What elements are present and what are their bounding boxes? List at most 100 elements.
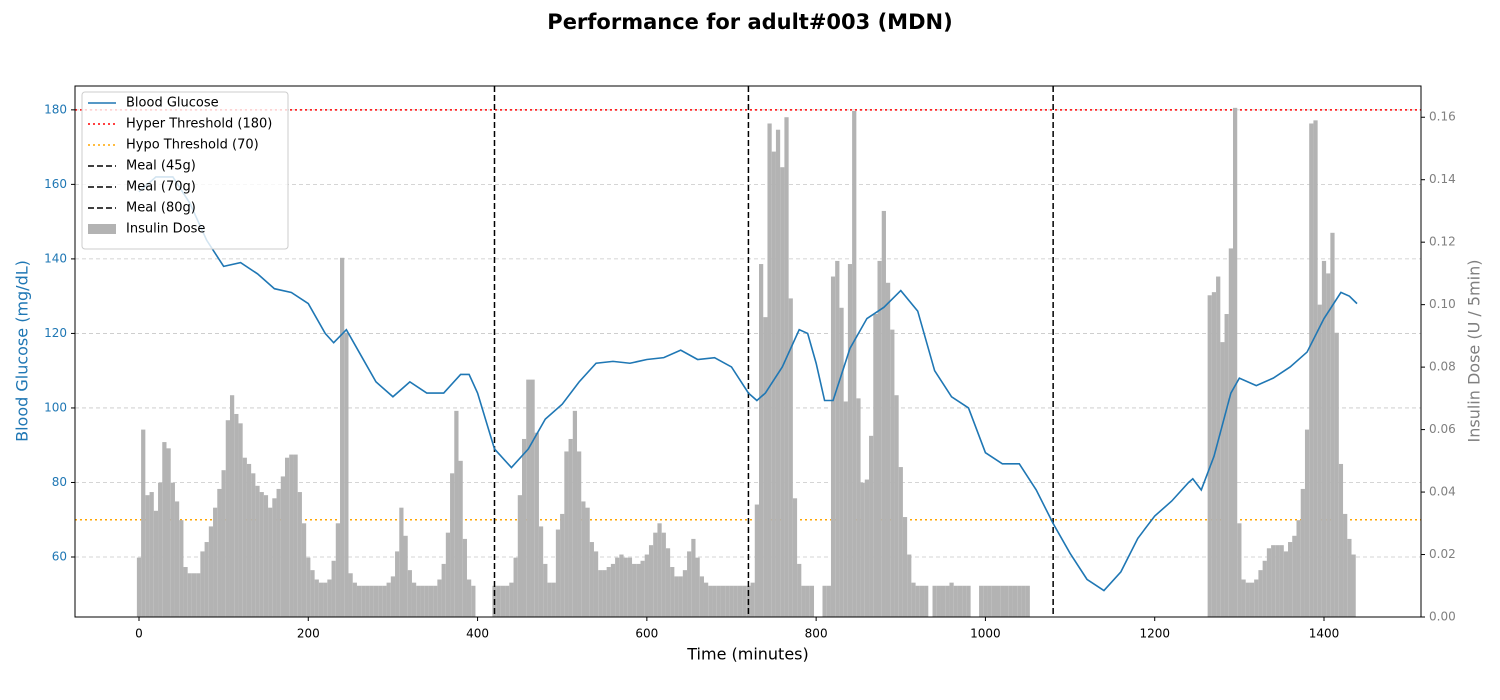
insulin-bar <box>1021 585 1026 617</box>
x-tick-label: 1400 <box>1309 627 1340 641</box>
insulin-bar <box>373 585 379 617</box>
y-tick-label: 60 <box>52 550 67 564</box>
insulin-bar <box>830 276 836 617</box>
insulin-bar <box>500 585 506 617</box>
insulin-bar <box>318 582 324 617</box>
insulin-bar <box>911 582 916 617</box>
insulin-bar <box>179 520 184 617</box>
insulin-bar <box>678 576 683 617</box>
insulin-bar <box>246 463 252 617</box>
insulin-bar <box>1351 554 1356 617</box>
insulin-bar <box>1000 585 1005 617</box>
legend-label: Hyper Threshold (180) <box>126 117 272 132</box>
insulin-bar <box>885 282 891 617</box>
legend-label: Meal (45g) <box>126 159 196 174</box>
insulin-bar <box>936 585 941 617</box>
insulin-bar <box>242 457 247 617</box>
insulin-bar <box>881 210 886 618</box>
insulin-bar <box>754 504 760 617</box>
insulin-bar <box>1304 429 1310 617</box>
insulin-bar <box>1296 520 1301 617</box>
insulin-bar <box>458 460 463 617</box>
insulin-bar <box>145 495 150 617</box>
insulin-bar <box>602 570 607 617</box>
legend-label: Meal (80g) <box>126 201 196 216</box>
insulin-bar <box>450 473 455 617</box>
insulin-bar <box>957 585 963 617</box>
insulin-bar <box>395 551 400 617</box>
insulin-bar <box>1241 579 1246 617</box>
insulin-bar <box>1254 579 1259 617</box>
insulin-bar <box>581 501 586 617</box>
insulin-bar <box>801 585 806 617</box>
insulin-bar <box>1216 276 1221 617</box>
insulin-bar <box>720 585 726 617</box>
insulin-bar <box>323 582 328 617</box>
insulin-bar <box>293 454 298 617</box>
insulin-bar <box>1334 332 1339 617</box>
insulin-bar <box>996 585 1001 617</box>
insulin-bar <box>852 110 857 618</box>
insulin-bar <box>1279 545 1284 617</box>
plot-frame <box>74 85 1422 618</box>
insulin-bar <box>297 492 302 617</box>
insulin-bar <box>953 585 958 617</box>
insulin-bar <box>411 582 417 617</box>
insulin-bar <box>1224 314 1229 617</box>
insulin-bar <box>699 576 704 617</box>
insulin-bar <box>403 535 408 617</box>
insulin-bar <box>158 482 163 617</box>
insulin-bar <box>949 582 954 617</box>
insulin-bar <box>496 585 501 617</box>
insulin-bar <box>534 432 539 617</box>
insulin-bar <box>606 567 611 617</box>
insulin-bar <box>433 585 438 617</box>
insulin-bar <box>623 557 628 617</box>
insulin-bar <box>670 567 675 617</box>
x-tick-label: 1000 <box>970 627 1001 641</box>
insulin-bar <box>471 585 476 617</box>
insulin-bar <box>907 554 912 617</box>
insulin-bar <box>712 585 717 617</box>
insulin-bar <box>530 379 535 617</box>
insulin-bar <box>1228 248 1234 617</box>
insulin-bar <box>204 542 209 617</box>
insulin-bar <box>805 585 810 617</box>
insulin-bar <box>661 532 666 617</box>
insulin-bar <box>987 585 992 617</box>
insulin-bar <box>386 582 391 617</box>
insulin-bar <box>894 395 899 617</box>
insulin-bar <box>648 545 654 617</box>
insulin-bar <box>691 538 696 617</box>
insulin-bar <box>170 482 175 617</box>
insulin-bar <box>251 473 256 617</box>
insulin-bar <box>682 570 688 617</box>
insulin-bar <box>1317 304 1322 617</box>
y-tick-label: 160 <box>44 177 67 191</box>
insulin-bar <box>822 585 827 617</box>
insulin-bar <box>750 582 755 617</box>
insulin-bar <box>153 510 159 617</box>
insulin-bar <box>856 398 861 617</box>
insulin-bar <box>890 329 895 617</box>
insulin-bar <box>1326 273 1331 617</box>
insulin-bar <box>361 585 366 617</box>
insulin-bar <box>919 585 925 617</box>
insulin-bar <box>729 585 734 617</box>
insulin-bar <box>788 298 793 617</box>
insulin-bar <box>636 563 641 617</box>
insulin-bar <box>263 495 269 617</box>
insulin-bar <box>792 498 798 617</box>
insulin-bar <box>424 585 429 617</box>
insulin-bar <box>1300 488 1305 617</box>
insulin-bar <box>1220 342 1225 617</box>
y2-tick-label: 0.06 <box>1429 422 1456 436</box>
insulin-bar <box>513 557 518 617</box>
legend-label: Hypo Threshold (70) <box>126 138 259 153</box>
insulin-bar <box>932 585 937 617</box>
insulin-bar <box>759 264 764 617</box>
insulin-bar <box>1025 585 1030 617</box>
insulin-bar <box>1266 548 1272 617</box>
insulin-bar <box>141 429 146 617</box>
insulin-bar <box>1288 542 1293 617</box>
